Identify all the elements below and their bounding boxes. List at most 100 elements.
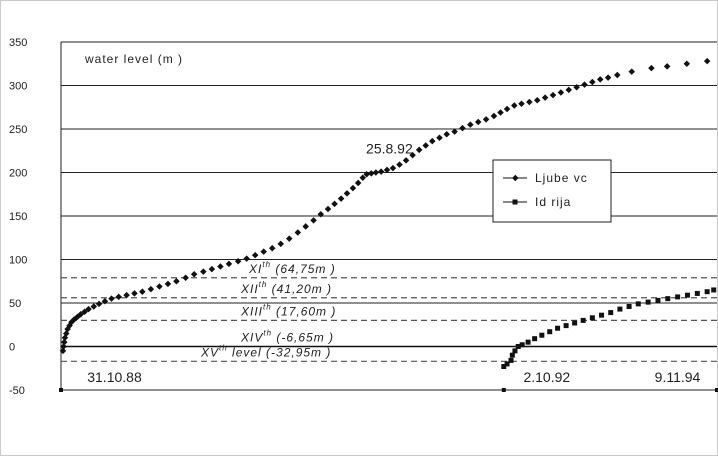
data-point-ljubevc — [368, 170, 375, 177]
y-tick-label: -50 — [9, 385, 25, 397]
data-point-ljubevc — [429, 137, 436, 145]
legend-box — [492, 159, 612, 223]
data-point-ljubevc — [324, 205, 332, 213]
data-point-ljubevc — [589, 78, 596, 86]
data-point-ljubevc — [581, 81, 588, 88]
data-point-ljubevc — [131, 290, 138, 297]
data-point-ljubevc — [85, 305, 92, 313]
data-point-ljubevc — [377, 168, 385, 175]
data-point-ljubevc — [541, 94, 549, 101]
data-point-ljubevc — [518, 100, 525, 108]
data-point-ljubevc — [503, 105, 511, 113]
data-point-ljubevc — [573, 83, 580, 91]
data-point-ljubevc — [156, 283, 163, 290]
y-tick-label: 350 — [9, 37, 27, 49]
data-point-ljubevc — [467, 121, 474, 128]
data-point-ljubevc — [139, 288, 146, 295]
data-point-ljubevc — [310, 217, 317, 224]
data-point-ljubevc — [402, 157, 410, 164]
data-point-ljubevc — [95, 300, 103, 308]
x-marker — [59, 388, 63, 392]
data-point-ljubevc — [173, 277, 180, 285]
data-point-ljubevc — [294, 229, 302, 236]
data-point-ljubevc — [436, 134, 443, 141]
y-tick-label: 250 — [9, 124, 27, 136]
data-point-ljubevc — [474, 118, 482, 126]
data-point-ljubevc — [628, 68, 635, 75]
data-point-ljubevc — [663, 63, 671, 70]
data-point-ljubevc — [363, 170, 370, 178]
data-point-ljubevc — [190, 271, 198, 278]
data-point-ljubevc — [200, 268, 207, 275]
data-point-ljubevc — [415, 146, 423, 154]
data-point-ljubevc — [359, 174, 367, 181]
y-tick-label: 200 — [9, 168, 27, 180]
data-point-ljubevc — [614, 71, 621, 79]
data-point-idrija — [525, 339, 531, 345]
data-point-ljubevc — [234, 257, 242, 265]
data-point-ljubevc — [396, 161, 403, 168]
data-point-idrija — [580, 317, 586, 323]
data-point-ljubevc — [549, 91, 557, 99]
data-point-ljubevc — [317, 211, 325, 218]
reference-label: XIIIth (17,60m ) — [240, 302, 336, 318]
data-point-idrija — [519, 342, 525, 348]
data-point-ljubevc — [683, 60, 691, 68]
annotation-label: 25.8.92 — [366, 140, 413, 156]
data-point-idrija — [504, 361, 510, 367]
data-point-ljubevc — [482, 116, 490, 123]
data-point-ljubevc — [372, 169, 380, 176]
data-point-idrija — [512, 348, 518, 354]
data-point-ljubevc — [557, 89, 565, 96]
reference-label: XVth level (-32,95m ) — [200, 343, 331, 359]
data-point-idrija — [515, 344, 521, 349]
annotation-label: 9.11.94 — [655, 369, 701, 385]
data-point-idrija — [563, 323, 569, 329]
data-point-idrija — [704, 289, 710, 295]
legend-label: Id rija — [535, 195, 571, 209]
y-tick-label: 0 — [9, 342, 15, 354]
data-point-idrija — [539, 332, 545, 338]
data-point-idrija — [626, 303, 632, 309]
data-point-ljubevc — [286, 235, 293, 242]
data-point-idrija — [509, 352, 515, 358]
data-point-ljubevc — [147, 285, 155, 293]
data-point-idrija — [589, 315, 595, 321]
data-point-idrija — [508, 357, 514, 363]
data-point-ljubevc — [268, 244, 276, 252]
data-point-ljubevc — [225, 260, 233, 268]
data-point-ljubevc — [389, 164, 397, 172]
data-point-ljubevc — [343, 190, 351, 197]
data-point-idrija — [547, 329, 553, 335]
reference-label: XIVth (-6,65m ) — [240, 329, 334, 345]
data-point-ljubevc — [451, 128, 458, 135]
data-point-ljubevc — [182, 274, 189, 282]
data-point-idrija — [532, 336, 538, 342]
data-point-ljubevc — [260, 248, 267, 255]
data-point-ljubevc — [108, 295, 115, 302]
data-point-ljubevc — [217, 263, 224, 270]
data-point-ljubevc — [354, 179, 362, 187]
reference-label: XIth (64,75m ) — [248, 260, 336, 276]
data-point-idrija — [694, 290, 700, 296]
data-point-ljubevc — [443, 130, 450, 138]
data-point-ljubevc — [490, 112, 498, 120]
reference-label: XIIth (41,20m ) — [240, 280, 332, 296]
data-point-idrija — [675, 294, 681, 300]
data-point-ljubevc — [302, 223, 309, 230]
data-point-ljubevc — [115, 293, 122, 301]
data-point-idrija — [711, 287, 717, 293]
data-point-ljubevc — [208, 265, 216, 273]
data-point-ljubevc — [534, 97, 541, 104]
data-point-ljubevc — [277, 240, 285, 248]
data-point-idrija — [645, 299, 651, 305]
y-tick-label: 150 — [9, 211, 27, 223]
data-point-ljubevc — [337, 195, 345, 202]
x-marker — [501, 388, 506, 392]
data-point-ljubevc — [164, 280, 172, 288]
data-point-ljubevc — [251, 251, 259, 259]
legend-label: Ljube vc — [535, 171, 588, 185]
data-point-ljubevc — [497, 109, 504, 116]
